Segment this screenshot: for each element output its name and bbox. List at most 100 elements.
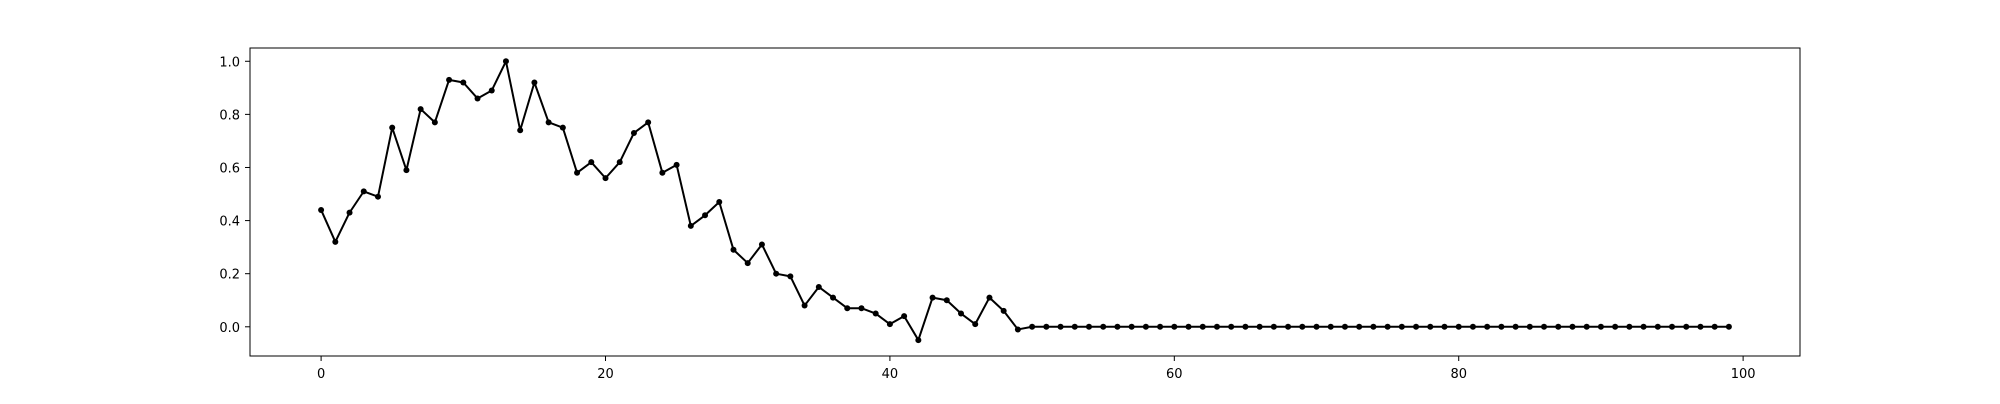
data-point [744, 260, 751, 267]
data-point [474, 95, 481, 102]
data-point [1299, 323, 1306, 330]
x-tick-label: 0 [317, 367, 325, 382]
data-point [389, 124, 396, 131]
data-point [1398, 323, 1405, 330]
data-point [943, 297, 950, 304]
data-point [972, 321, 979, 328]
data-point [360, 188, 367, 195]
x-tick-label: 20 [597, 367, 614, 382]
data-point [1000, 307, 1007, 314]
data-point [687, 222, 694, 229]
data-point [673, 161, 680, 168]
data-point [488, 87, 495, 94]
data-point [630, 129, 637, 136]
data-point [1654, 323, 1661, 330]
data-point [1484, 323, 1491, 330]
data-point [1341, 323, 1348, 330]
data-point [1157, 323, 1164, 330]
data-point [716, 199, 723, 205]
x-tick-label: 40 [882, 367, 899, 382]
data-point [1370, 323, 1377, 330]
data-point [1626, 323, 1633, 330]
data-point [1199, 323, 1206, 330]
data-point [986, 294, 993, 301]
series-line [320, 60, 1729, 342]
data-point [1427, 323, 1434, 330]
data-point [702, 212, 709, 219]
data-point [758, 241, 765, 248]
data-point [431, 119, 438, 126]
data-point [1313, 323, 1320, 330]
data-point [403, 167, 410, 174]
data-point [1185, 323, 1192, 330]
data-point [844, 305, 851, 312]
data-point [1128, 323, 1135, 330]
data-point [574, 169, 581, 176]
data-point [346, 209, 353, 216]
data-point [616, 159, 623, 166]
data-point [1142, 323, 1149, 330]
data-point [858, 305, 865, 312]
data-point [730, 246, 737, 253]
data-point [1683, 323, 1690, 330]
data-point [815, 283, 822, 290]
data-point [1043, 323, 1050, 330]
data-point [1327, 323, 1334, 330]
x-tick-label: 60 [1166, 367, 1183, 382]
data-point [1441, 323, 1448, 330]
y-axis: 0.0 0.2 0.4 0.6 0.8 1.0 [219, 55, 250, 336]
data-point [1270, 323, 1277, 330]
data-point [958, 310, 965, 317]
y-tick-label: 0.0 [219, 321, 240, 336]
data-point [1541, 323, 1548, 330]
data-point [1384, 323, 1391, 330]
data-point [531, 79, 538, 86]
data-point [1669, 323, 1676, 330]
data-point [446, 76, 453, 83]
data-point [1114, 323, 1121, 330]
data-point [1228, 323, 1235, 330]
data-point [1256, 323, 1263, 330]
data-point [1085, 323, 1092, 330]
y-tick-label: 0.4 [219, 215, 240, 230]
y-tick-label: 0.2 [219, 268, 240, 283]
data-point [1725, 323, 1732, 330]
data-point [1583, 323, 1590, 330]
data-point [1711, 323, 1718, 330]
x-tick-label: 100 [1731, 367, 1756, 382]
data-point [1512, 323, 1519, 330]
data-point [645, 119, 652, 126]
data-point [1057, 323, 1064, 330]
data-point [1071, 323, 1078, 330]
data-point [460, 79, 467, 86]
data-point [929, 294, 936, 301]
data-point [886, 321, 893, 328]
data-point [1356, 323, 1363, 330]
data-point [1612, 323, 1619, 330]
data-point [801, 302, 808, 309]
data-point [1100, 323, 1107, 330]
data-point [1569, 323, 1576, 330]
data-point [1029, 323, 1036, 330]
data-point [1469, 323, 1476, 330]
data-point [1171, 323, 1178, 330]
data-point [502, 58, 509, 65]
data-point [1640, 323, 1647, 330]
data-point [545, 119, 552, 126]
data-point [417, 106, 424, 113]
data-point [1285, 323, 1292, 330]
data-point [1455, 323, 1462, 330]
data-point [1014, 326, 1021, 333]
data-point [1526, 323, 1533, 330]
data-point [318, 206, 325, 213]
data-point [602, 175, 609, 182]
data-point [517, 127, 524, 134]
data-point [1413, 323, 1420, 330]
data-point [588, 159, 595, 166]
y-tick-label: 0.8 [219, 108, 240, 123]
data-point [901, 313, 908, 320]
data-point [659, 169, 666, 176]
data-point [559, 124, 566, 131]
data-point [1697, 323, 1704, 330]
